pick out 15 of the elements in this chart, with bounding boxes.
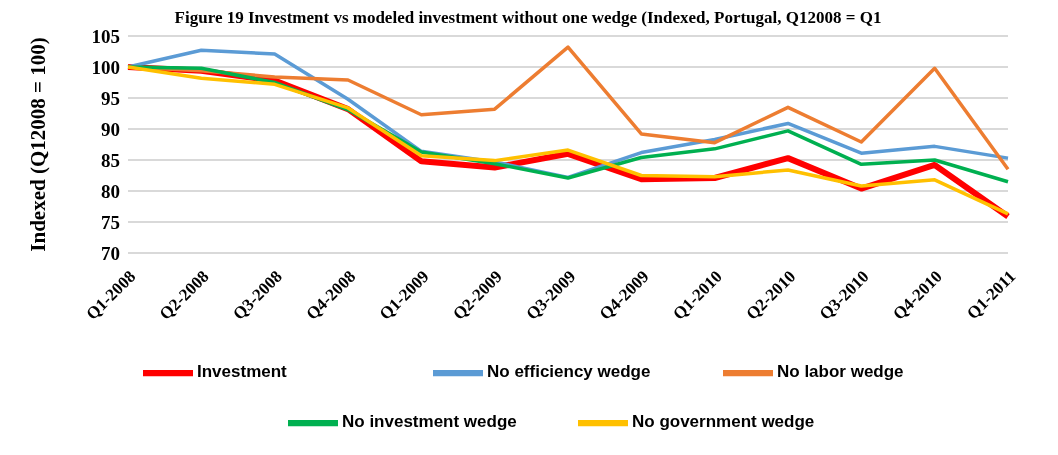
y-tick-label: 85 <box>101 149 120 171</box>
y-tick-label: 105 <box>91 25 120 47</box>
legend-label: No efficiency wedge <box>487 362 651 382</box>
y-tick-label: 80 <box>101 180 120 202</box>
y-tick-label: 70 <box>101 242 120 264</box>
y-tick-label: 95 <box>101 87 120 109</box>
y-tick-label: 90 <box>101 118 120 140</box>
y-tick-label: 100 <box>91 56 120 78</box>
legend-label: Investment <box>197 362 287 382</box>
y-axis-title: Indexed (Q12008 = 100) <box>26 37 51 252</box>
legend-label: No labor wedge <box>777 362 904 382</box>
y-tick-label: 75 <box>101 211 120 233</box>
legend-label: No investment wedge <box>342 412 517 432</box>
chart-title: Figure 19 Investment vs modeled investment without one wedge (Indexed, Portugal, Q12008 = Q1 <box>174 8 882 27</box>
legend-label: No government wedge <box>632 412 815 432</box>
